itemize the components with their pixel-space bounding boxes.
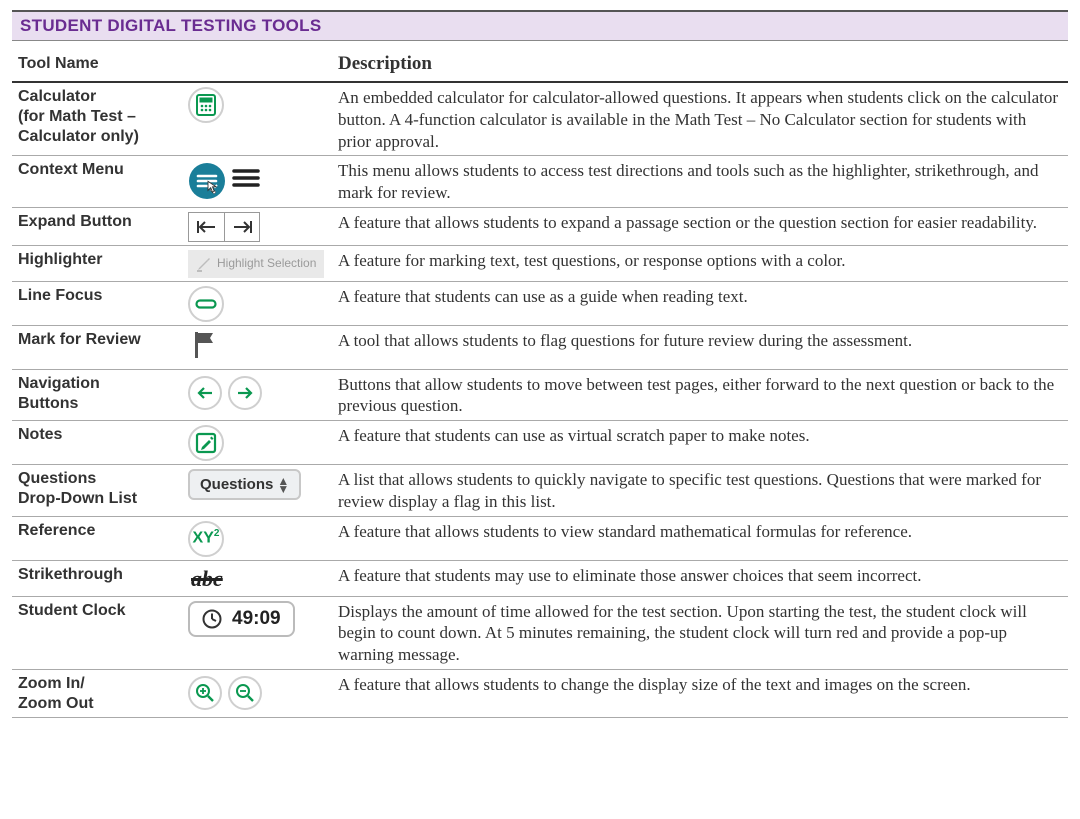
tool-icon-cell [182, 281, 332, 325]
tool-description: A feature that allows students to change… [332, 669, 1068, 717]
tool-name: Highlighter [12, 245, 182, 281]
tool-name: Context Menu [12, 156, 182, 208]
flag-icon [188, 345, 218, 364]
table-row: Strikethroughabc A feature that students … [12, 560, 1068, 596]
tool-name: NavigationButtons [12, 369, 182, 421]
tool-icon-cell [182, 325, 332, 369]
clock-icon [202, 609, 222, 629]
tool-name: Zoom In/Zoom Out [12, 669, 182, 717]
tool-icon-cell [182, 156, 332, 208]
questions-dropdown: Questions ▲▼ [188, 469, 301, 500]
tool-icon-cell [182, 421, 332, 465]
tool-name: Mark for Review [12, 325, 182, 369]
table-row: Calculator(for Math Test –Calculator onl… [12, 82, 1068, 156]
table-row: Reference XY2 A feature that allows stud… [12, 516, 1068, 560]
tool-name: Strikethrough [12, 560, 182, 596]
table-row: Expand Button A feature that allows stud… [12, 207, 1068, 245]
header-description: Description [332, 49, 1068, 82]
zoom-in-icon [188, 676, 222, 710]
tool-icon-cell [182, 82, 332, 156]
line-focus-icon [188, 286, 224, 322]
questions-dropdown-label: Questions [200, 475, 273, 494]
tool-name: Reference [12, 516, 182, 560]
header-tool-name: Tool Name [12, 49, 332, 82]
chevron-updown-icon: ▲▼ [277, 477, 289, 493]
reference-icon: XY2 [188, 521, 224, 557]
highlighter-label: Highlight Selection [217, 256, 316, 271]
tool-name: Line Focus [12, 281, 182, 325]
tool-icon-cell [182, 669, 332, 717]
hamburger-icon [232, 167, 260, 195]
table-row: NavigationButtons Buttons that allow stu… [12, 369, 1068, 421]
strikethrough-icon: abc [188, 566, 226, 591]
tool-description: A feature for marking text, test questio… [332, 245, 1068, 281]
tool-icon-cell: 49:09 [182, 596, 332, 669]
tool-icon-cell: abc [182, 560, 332, 596]
table-row: Line Focus A feature that students can u… [12, 281, 1068, 325]
tool-icon-cell: Questions ▲▼ [182, 465, 332, 517]
tool-name: Calculator(for Math Test –Calculator onl… [12, 82, 182, 156]
calculator-icon [188, 87, 224, 123]
table-row: QuestionsDrop-Down List Questions ▲▼ A l… [12, 465, 1068, 517]
section-banner: STUDENT DIGITAL TESTING TOOLS [12, 12, 1068, 41]
tool-description: A feature that students can use as a gui… [332, 281, 1068, 325]
expand-icon [188, 212, 260, 242]
tool-description: A feature that students may use to elimi… [332, 560, 1068, 596]
table-row: Notes A feature that students can use as… [12, 421, 1068, 465]
nav-next-icon [228, 376, 262, 410]
nav-prev-icon [188, 376, 222, 410]
tool-name: QuestionsDrop-Down List [12, 465, 182, 517]
tools-table: Tool Name Description Calculator(for Mat… [12, 49, 1068, 718]
tool-description: A feature that allows students to view s… [332, 516, 1068, 560]
context-menu-icon [188, 162, 226, 200]
tool-description: This menu allows students to access test… [332, 156, 1068, 208]
tool-description: A feature that allows students to expand… [332, 207, 1068, 245]
clock-time: 49:09 [232, 607, 281, 631]
tool-description: Buttons that allow students to move betw… [332, 369, 1068, 421]
notes-icon [188, 425, 224, 461]
banner-title: STUDENT DIGITAL TESTING TOOLS [20, 16, 322, 35]
tool-description: An embedded calculator for calculator-al… [332, 82, 1068, 156]
student-clock: 49:09 [188, 601, 295, 637]
table-row: Mark for Review A tool that allows stude… [12, 325, 1068, 369]
highlighter-button: Highlight Selection [188, 250, 324, 278]
tool-description: Displays the amount of time allowed for … [332, 596, 1068, 669]
zoom-out-icon [228, 676, 262, 710]
tool-description: A tool that allows students to flag ques… [332, 325, 1068, 369]
tool-icon-cell: XY2 [182, 516, 332, 560]
tool-icon-cell [182, 369, 332, 421]
tool-name: Notes [12, 421, 182, 465]
tool-description: A feature that students can use as virtu… [332, 421, 1068, 465]
tool-name: Student Clock [12, 596, 182, 669]
tool-description: A list that allows students to quickly n… [332, 465, 1068, 517]
table-row: Student Clock 49:09 Displays the amount … [12, 596, 1068, 669]
tool-icon-cell [182, 207, 332, 245]
tool-icon-cell: Highlight Selection [182, 245, 332, 281]
table-row: Context Menu This menu [12, 156, 1068, 208]
tool-name: Expand Button [12, 207, 182, 245]
pencil-icon [196, 256, 212, 272]
table-row: Zoom In/Zoom Out A feature that allows s… [12, 669, 1068, 717]
table-row: Highlighter Highlight Selection A featur… [12, 245, 1068, 281]
